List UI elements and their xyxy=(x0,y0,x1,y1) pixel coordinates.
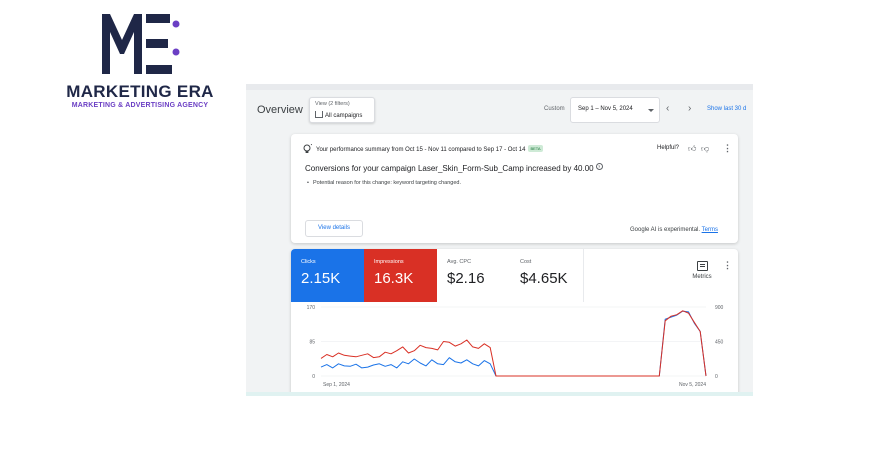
view-filter-chip[interactable]: View (2 filters) All campaigns xyxy=(309,97,375,123)
summary-bullet: Potential reason for this change: keywor… xyxy=(307,180,461,186)
chevron-right-icon[interactable]: › xyxy=(688,103,692,114)
metric-value: $2.16 xyxy=(447,270,485,287)
clicks-series-line xyxy=(320,310,707,377)
y-right-tick-label: 450 xyxy=(715,340,724,346)
metric-tile-clicks[interactable]: Clicks 2.15K xyxy=(291,249,364,302)
y-right-tick-label: 0 xyxy=(715,374,718,380)
me-logo-icon xyxy=(102,14,180,74)
y-left-tick-label: 170 xyxy=(307,305,316,311)
date-range-value: Sep 1 – Nov 5, 2024 xyxy=(578,106,633,112)
brand-name: MARKETING ERA xyxy=(66,82,214,101)
impressions-series-line xyxy=(320,310,707,377)
view-details-button[interactable]: View details xyxy=(305,220,363,237)
summary-headline: Your performance summary from Oct 15 - N… xyxy=(316,145,543,153)
terms-link[interactable]: Terms xyxy=(701,227,718,233)
summary-main-text: Conversions for your campaign Laser_Skin… xyxy=(305,163,603,173)
metrics-more-icon[interactable]: ⋮ xyxy=(723,260,732,270)
beta-badge: BETA xyxy=(528,145,543,152)
ai-note: Google AI is experimental. Terms xyxy=(630,227,718,233)
y-right-tick-label: 900 xyxy=(715,305,724,311)
metric-value: 2.15K xyxy=(301,270,341,287)
metrics-edit-icon xyxy=(696,261,708,271)
metric-label: Clicks xyxy=(301,259,316,265)
performance-summary-card: Your performance summary from Oct 15 - N… xyxy=(291,134,738,243)
metric-value: $4.65K xyxy=(520,270,568,287)
metrics-button[interactable]: Metrics xyxy=(687,261,717,280)
metric-value: 16.3K xyxy=(374,270,414,287)
brand-logo: MARKETING ERA MARKETING & ADVERTISING AG… xyxy=(60,8,220,109)
google-ads-screenshot: Overview View (2 filters) All campaigns … xyxy=(246,84,753,396)
lightbulb-icon xyxy=(303,144,312,153)
more-options-icon[interactable]: ⋮ xyxy=(723,143,732,153)
thumbs-up-icon[interactable]: 👍︎ xyxy=(688,144,697,153)
chevron-left-icon[interactable]: ‹ xyxy=(666,103,670,114)
home-icon xyxy=(315,111,323,118)
date-custom-label: Custom xyxy=(544,106,565,112)
caret-down-icon xyxy=(648,109,654,112)
brand-tagline: MARKETING & ADVERTISING AGENCY xyxy=(71,102,209,109)
info-icon[interactable]: ? xyxy=(595,163,603,170)
thumbs-down-icon[interactable]: 👎︎ xyxy=(701,144,710,153)
show-last-link[interactable]: Show last 30 d xyxy=(707,106,747,112)
view-filter-value: All campaigns xyxy=(325,113,363,119)
metric-tile-impressions[interactable]: Impressions 16.3K xyxy=(364,249,437,302)
bottom-strip xyxy=(246,392,753,396)
x-end-label: Nov 5, 2024 xyxy=(679,382,706,388)
performance-chart: 170 900 85 450 0 0 Sep 1, 2024 Nov 5, 2024 xyxy=(307,305,724,388)
page-title: Overview xyxy=(257,104,303,116)
metric-label: Impressions xyxy=(374,259,404,265)
view-filter-label: View (2 filters) xyxy=(315,101,350,107)
helpful-label: Helpful? xyxy=(657,145,680,151)
top-bar xyxy=(246,84,753,90)
x-start-label: Sep 1, 2024 xyxy=(323,382,350,388)
metrics-card: Clicks 2.15K Impressions 16.3K Avg. CPC … xyxy=(291,249,738,396)
date-range-select[interactable]: Sep 1 – Nov 5, 2024 xyxy=(570,97,660,123)
metric-tile-cost[interactable]: Cost $4.65K xyxy=(510,249,584,302)
metric-label: Cost xyxy=(520,259,532,265)
metric-tile-avg-cpc[interactable]: Avg. CPC $2.16 xyxy=(437,249,511,302)
metric-label: Avg. CPC xyxy=(447,259,472,265)
y-left-tick-label: 0 xyxy=(312,374,315,380)
y-left-tick-label: 85 xyxy=(309,340,315,346)
